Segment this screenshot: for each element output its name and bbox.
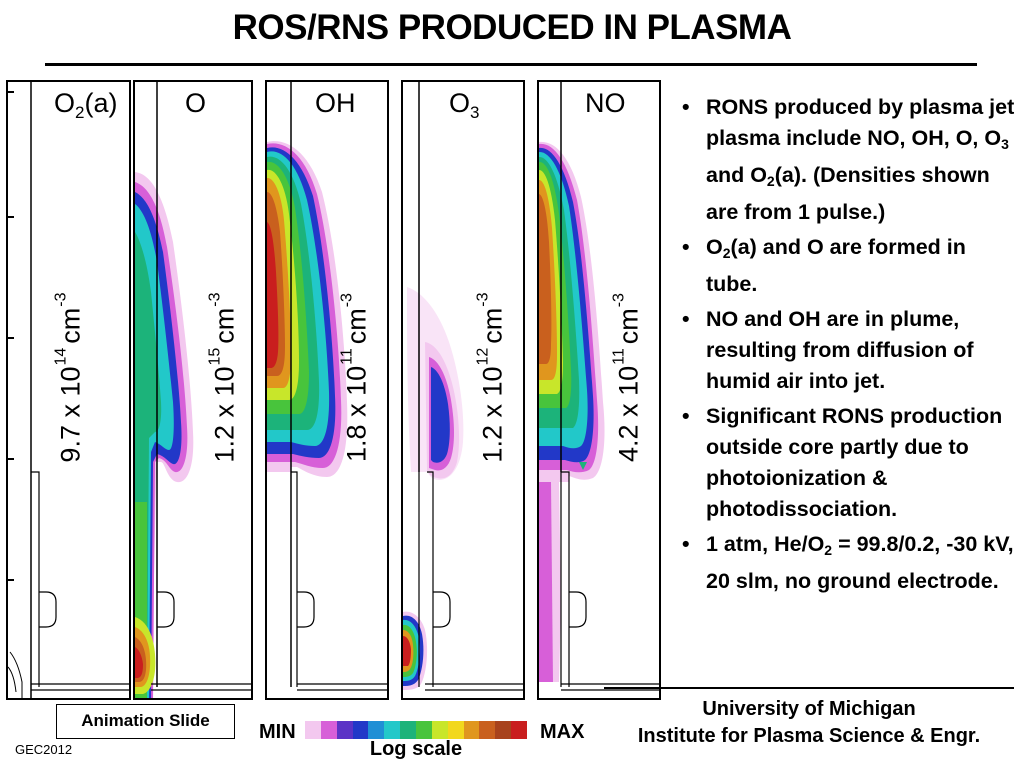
panel-o2a: O2(a) 9.7 x 1014cm-3 [6, 80, 131, 700]
colorbar-swatch [368, 721, 385, 739]
colorbar [305, 721, 528, 739]
panel-oh: OH 1.8 x 1011cm-3 [265, 80, 389, 700]
panel-o3-density: 1.2 x 1012cm-3 [474, 292, 508, 463]
panel-o2a-title: O2(a) [54, 88, 118, 122]
footer-divider [604, 687, 1014, 689]
panel-o-plasma [135, 82, 251, 698]
colorbar-max-label: MAX [540, 721, 585, 743]
university-name: University of Michigan [702, 698, 916, 720]
colorbar-swatch [352, 721, 369, 739]
panel-oh-density: 1.8 x 1011cm-3 [338, 293, 372, 462]
title-divider [45, 63, 977, 66]
colorbar-swatch [447, 721, 464, 739]
bullet-item-rons-produced: RONS produced by plasma jet plasma inclu… [676, 92, 1021, 228]
bullet-item-outside-core: Significant RONS production outside core… [676, 401, 1021, 525]
panel-o3-plasma [403, 82, 523, 691]
bullet-item-conditions: 1 atm, He/O2 = 99.8/0.2, -30 kV, 20 slm,… [676, 529, 1021, 597]
colorbar-scale-label: Log scale [369, 738, 463, 760]
colorbar-swatch [305, 721, 321, 739]
colorbar-min-label: MIN [259, 721, 296, 743]
bullet-item-formed-in-tube: O2(a) and O are formed in tube. [676, 232, 1021, 300]
panel-no: NO 4.2 x 1011cm-3 [537, 80, 661, 700]
colorbar-swatch [479, 721, 496, 739]
panel-oh-plasma [267, 82, 387, 691]
institute-name: Institute for Plasma Science & Engr. [637, 725, 981, 747]
colorbar-swatch [495, 721, 512, 739]
slide-title: ROS/RNS PRODUCED IN PLASMA [232, 8, 792, 47]
panel-o2a-geometry [8, 82, 129, 698]
panel-o-title: O [185, 88, 207, 118]
bullet-list: RONS produced by plasma jet plasma inclu… [676, 92, 1021, 601]
colorbar-swatch [511, 721, 528, 739]
colorbar-swatch [336, 721, 353, 739]
colorbar-swatch [320, 721, 337, 739]
panel-no-density: 4.2 x 1011cm-3 [610, 293, 644, 462]
panel-no-title: NO [585, 88, 626, 118]
colorbar-swatch [463, 721, 480, 739]
colorbar-swatch [384, 721, 401, 739]
conference-label: GEC2012 [15, 742, 73, 757]
panel-o: O 1.2 x 1015cm-3 [133, 80, 253, 700]
panel-no-plasma [539, 82, 659, 691]
animation-slide-button[interactable]: Animation Slide [56, 704, 235, 739]
panel-o-density: 1.2 x 1015cm-3 [206, 292, 240, 463]
panel-o3: O3 1.2 x 1012cm-3 [401, 80, 525, 700]
panel-o3-title: O3 [449, 88, 480, 122]
bullet-item-plume: NO and OH are in plume, resulting from d… [676, 304, 1021, 397]
panel-o2a-density: 9.7 x 1014cm-3 [52, 292, 86, 463]
colorbar-swatch [400, 721, 417, 739]
colorbar-swatch [416, 721, 432, 739]
panel-oh-title: OH [315, 88, 356, 118]
colorbar-swatch [431, 721, 448, 739]
